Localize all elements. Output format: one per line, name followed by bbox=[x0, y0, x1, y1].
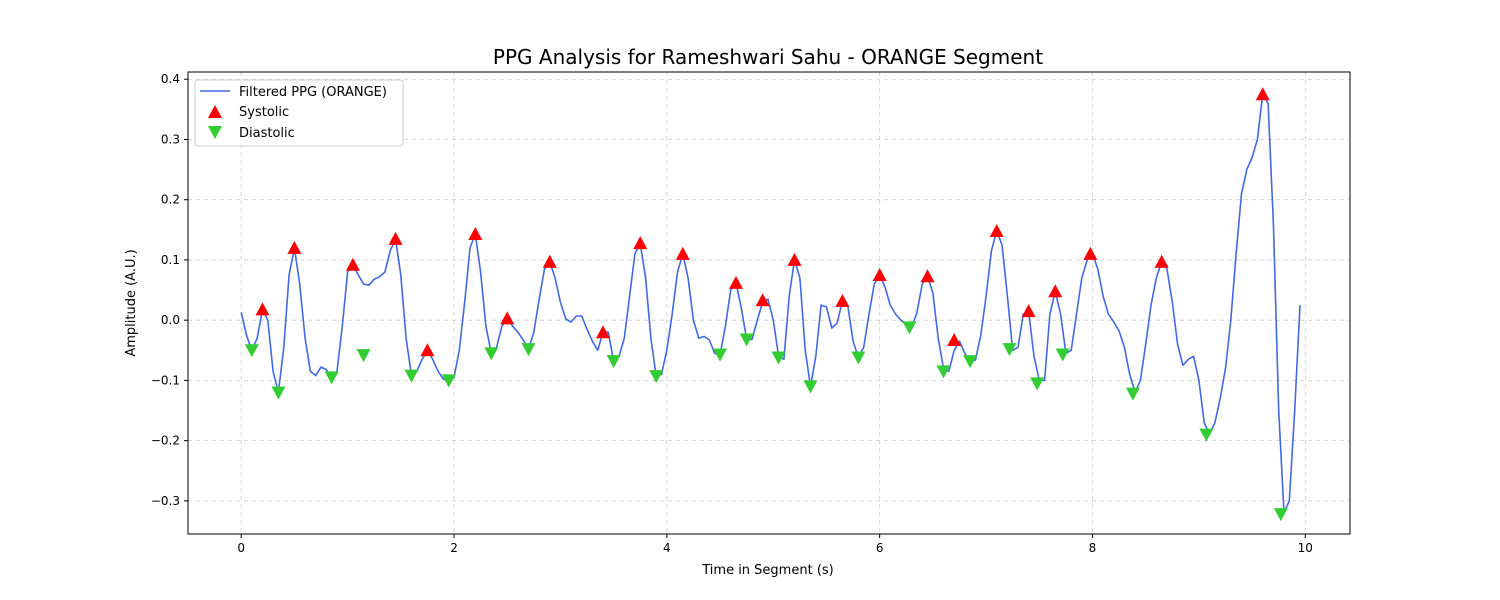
systolic-peak-marker bbox=[542, 254, 557, 268]
y-tick-label: 0.1 bbox=[161, 253, 180, 267]
legend-entry-filtered: Filtered PPG (ORANGE) bbox=[239, 85, 387, 100]
diastolic-trough-marker bbox=[324, 371, 339, 385]
systolic-peak-marker bbox=[633, 236, 648, 250]
systolic-peak-marker bbox=[989, 224, 1004, 238]
legend-box bbox=[194, 79, 404, 147]
systolic-peak-marker bbox=[729, 275, 744, 289]
plot-area bbox=[240, 87, 1301, 522]
diastolic-trough-marker bbox=[963, 355, 978, 369]
y-axis-label: Amplitude (A.U.) bbox=[124, 249, 139, 356]
diastolic-trough-marker bbox=[851, 351, 866, 365]
diastolic-trough-marker bbox=[1125, 387, 1140, 401]
systolic-peak-marker bbox=[872, 267, 887, 281]
systolic-peak-marker bbox=[596, 325, 610, 339]
x-axis-label: Time in Segment (s) bbox=[701, 563, 833, 578]
diastolic-trough-marker bbox=[771, 351, 786, 365]
systolic-peak-marker bbox=[1154, 254, 1169, 268]
systolic-peak-marker bbox=[920, 269, 935, 283]
diastolic-trough-marker bbox=[356, 349, 371, 363]
x-tick-label: 4 bbox=[663, 541, 671, 555]
diastolic-trough-marker bbox=[244, 344, 259, 358]
diastolic-trough-marker bbox=[1055, 348, 1070, 362]
systolic-peak-marker bbox=[947, 333, 962, 347]
systolic-peak-marker bbox=[787, 252, 802, 266]
systolic-peak-marker bbox=[835, 293, 850, 307]
diastolic-trough-marker bbox=[1002, 343, 1017, 357]
diastolic-trough-marker bbox=[649, 370, 664, 384]
y-tick-label: −0.1 bbox=[151, 373, 180, 387]
systolic-peak-marker bbox=[345, 257, 360, 271]
x-tick-label: 8 bbox=[1089, 541, 1097, 555]
systolic-peak-marker bbox=[1083, 246, 1098, 260]
systolic-peak-marker bbox=[1255, 87, 1270, 101]
systolic-peak-marker bbox=[287, 240, 302, 254]
diastolic-trough-marker bbox=[606, 355, 621, 369]
diastolic-trough-marker bbox=[1273, 508, 1288, 522]
diastolic-trough-marker bbox=[1199, 428, 1214, 442]
legend-systolic-marker bbox=[208, 105, 222, 118]
y-tick-label: 0.0 bbox=[161, 313, 180, 327]
diastolic-trough-marker bbox=[713, 348, 728, 362]
diastolic-trough-marker bbox=[271, 386, 286, 400]
systolic-peak-marker bbox=[500, 311, 515, 325]
x-tick-label: 2 bbox=[450, 541, 458, 555]
diastolic-trough-marker bbox=[484, 347, 499, 361]
chart-title: PPG Analysis for Rameshwari Sahu - ORANG… bbox=[493, 45, 1043, 69]
systolic-peak-marker bbox=[1048, 284, 1063, 298]
legend-diastolic-marker bbox=[208, 126, 222, 139]
y-tick-label: −0.3 bbox=[151, 494, 180, 508]
axes-frame bbox=[187, 71, 1351, 535]
legend-entry-diastolic: Diastolic bbox=[239, 126, 295, 141]
diastolic-trough-marker bbox=[739, 333, 754, 347]
diastolic-trough-marker bbox=[441, 374, 456, 388]
diastolic-trough-marker bbox=[404, 369, 419, 383]
y-tick-label: −0.2 bbox=[151, 434, 180, 448]
diastolic-trough-marker bbox=[936, 365, 951, 379]
diastolic-trough-marker bbox=[803, 380, 818, 394]
ppg-signal-line bbox=[240, 93, 1301, 514]
systolic-peak-marker bbox=[255, 302, 270, 316]
legend: Filtered PPG (ORANGE) Systolic Diastolic bbox=[194, 79, 404, 147]
x-tick-label: 0 bbox=[237, 541, 245, 555]
x-tick-label: 6 bbox=[876, 541, 884, 555]
y-tick-label: 0.2 bbox=[161, 193, 180, 207]
systolic-peak-marker bbox=[420, 343, 435, 357]
y-axis-ticks: −0.3 −0.2 −0.1 0.0 0.1 0.2 0.3 0.4 bbox=[151, 72, 188, 508]
diastolic-trough-marker bbox=[521, 343, 536, 357]
x-tick-label: 10 bbox=[1298, 541, 1313, 555]
x-axis-ticks: 0 2 4 6 8 10 bbox=[237, 534, 1313, 555]
y-tick-label: 0.4 bbox=[161, 72, 180, 86]
systolic-peak-marker bbox=[468, 227, 483, 241]
y-tick-label: 0.3 bbox=[161, 132, 180, 146]
systolic-peak-marker bbox=[1021, 304, 1036, 318]
systolic-peak-marker bbox=[388, 231, 403, 245]
diastolic-trough-marker bbox=[1030, 377, 1045, 391]
legend-entry-systolic: Systolic bbox=[239, 105, 289, 120]
diastolic-trough-marker bbox=[902, 321, 917, 335]
systolic-peak-marker bbox=[755, 293, 770, 307]
systolic-peak-marker bbox=[675, 246, 690, 260]
